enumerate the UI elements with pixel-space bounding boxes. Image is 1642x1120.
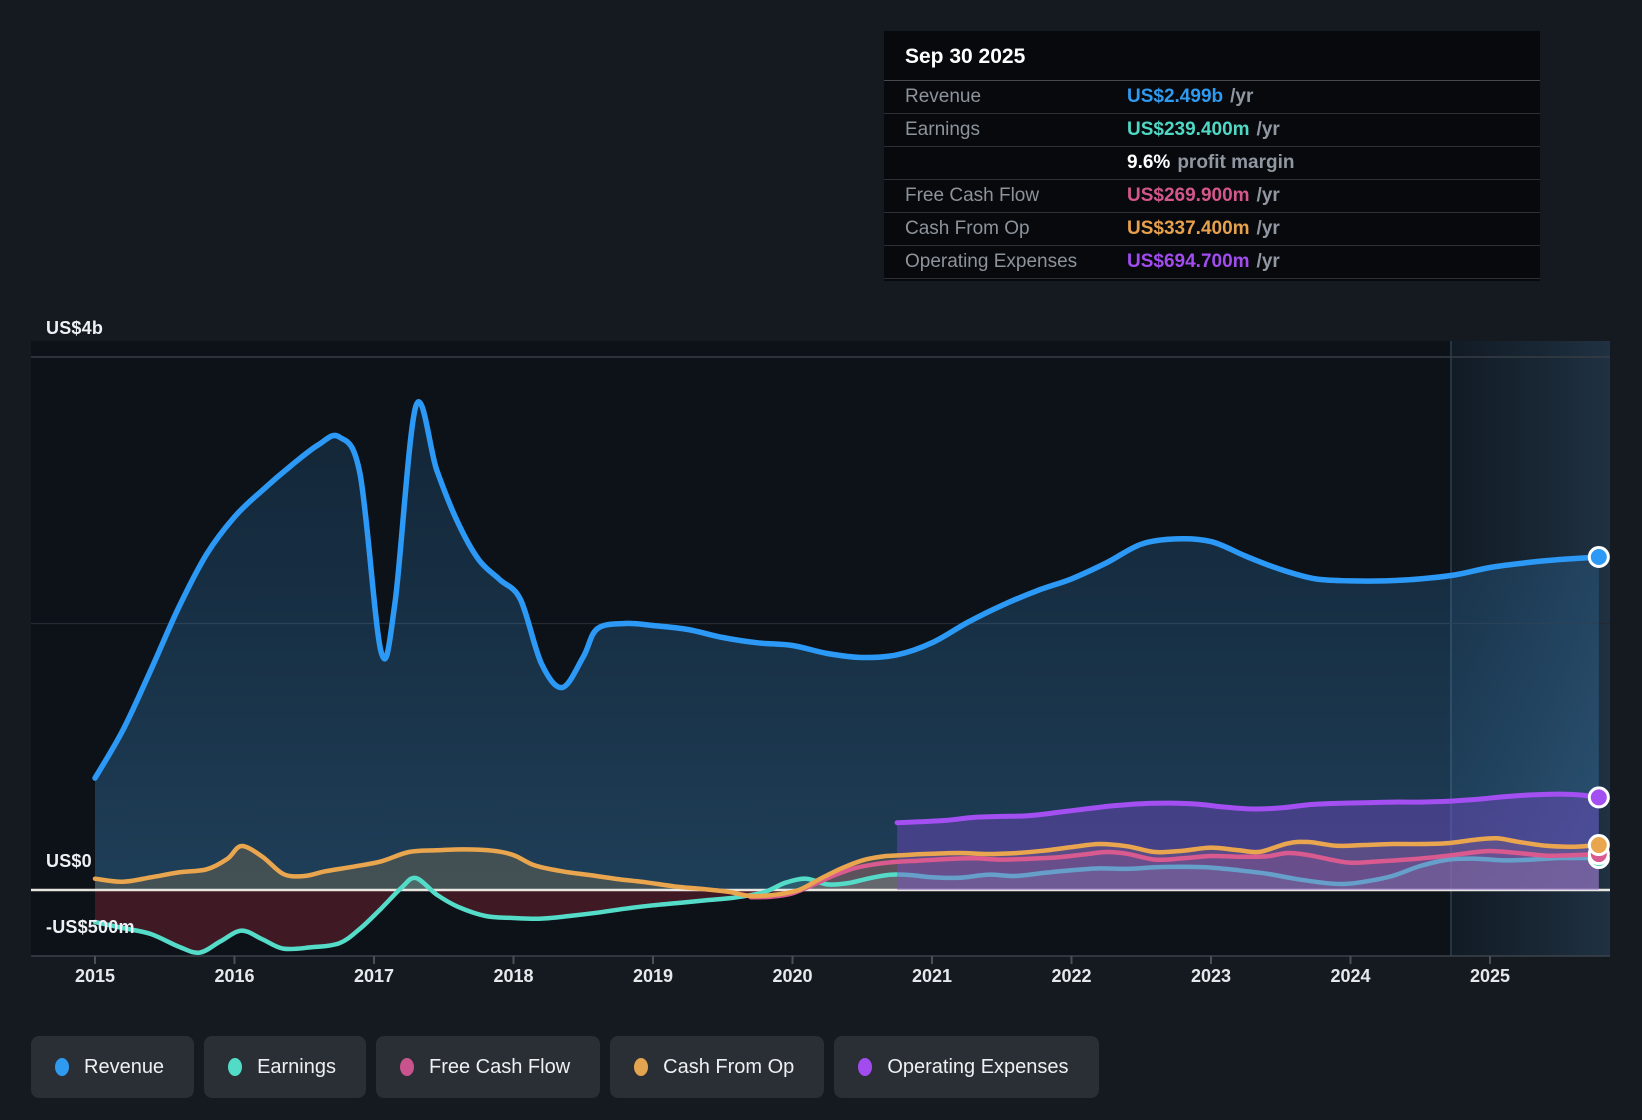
legend-item-earnings[interactable]: Earnings — [204, 1036, 366, 1098]
free-cash-flow-area-positive — [750, 851, 1599, 890]
x-axis-label-2023: 2023 — [1190, 966, 1232, 986]
legend-item-cash-from-op[interactable]: Cash From Op — [610, 1036, 825, 1098]
tooltip-row-suffix: /yr — [1256, 119, 1280, 140]
tooltip-bottom-divider — [884, 278, 1540, 279]
tooltip-date: Sep 30 2025 — [905, 45, 1026, 68]
x-axis-label-2021: 2021 — [911, 966, 953, 986]
legend-color-dot — [228, 1058, 243, 1076]
legend-item-operating-expenses[interactable]: Operating Expenses — [834, 1036, 1099, 1098]
legend-item-revenue[interactable]: Revenue — [31, 1036, 195, 1098]
tooltip-row-value: US$337.400m — [1127, 218, 1250, 239]
legend: Revenue Earnings Free Cash Flow Cash From O… — [31, 1036, 1099, 1098]
tooltip-row-suffix: /yr — [1256, 185, 1280, 206]
cash-from-op-end-marker[interactable] — [1587, 834, 1610, 857]
tooltip-row-value: US$239.400m — [1127, 119, 1250, 140]
tooltip-row-earnings: Earnings US$239.400m/yr — [884, 113, 1540, 146]
legend-item-label: Revenue — [84, 1055, 165, 1078]
legend-item-label: Cash From Op — [663, 1055, 795, 1078]
operating-expenses-line — [894, 791, 1602, 826]
free-cash-flow-line — [748, 848, 1602, 900]
x-axis-label-2019: 2019 — [632, 966, 674, 986]
tooltip-row-suffix: /yr — [1256, 251, 1280, 272]
tooltip-panel: Sep 30 2025 Revenue US$2.499b/yr Earnings U… — [884, 31, 1540, 281]
operating-expenses-end-marker[interactable] — [1587, 786, 1610, 809]
legend-color-dot — [400, 1058, 414, 1076]
tooltip-row-suffix: profit margin — [1177, 152, 1295, 173]
y-axis-label-us-4b: US$4b — [46, 318, 104, 338]
earnings-area-positive — [95, 857, 1599, 890]
revenue-end-marker[interactable] — [1587, 546, 1610, 569]
x-axis-label-2018: 2018 — [493, 966, 534, 986]
x-axis-label-2024: 2024 — [1330, 966, 1371, 986]
tooltip-rows: Revenue US$2.499b/yr Earnings US$239.400m/y… — [884, 80, 1540, 278]
legend-item-label: Earnings — [257, 1055, 336, 1078]
tooltip-row-label: Revenue — [905, 86, 982, 107]
tooltip-row-label: Free Cash Flow — [905, 185, 1040, 206]
tooltip-row-suffix: /yr — [1230, 86, 1254, 107]
earnings-area-negative — [95, 890, 1599, 953]
x-axis-label-2017: 2017 — [353, 966, 395, 986]
tooltip-row-operating-expenses: Operating Expenses US$694.700m/yr — [884, 245, 1540, 278]
legend-color-dot — [858, 1058, 873, 1076]
tooltip-row-value: US$694.700m — [1127, 251, 1250, 272]
legend-item-label: Free Cash Flow — [429, 1055, 571, 1078]
tooltip-row-label: Earnings — [905, 119, 980, 140]
tooltip-row-label: Operating Expenses — [905, 251, 1078, 272]
y-axis-label-us-0: US$0 — [46, 851, 92, 871]
x-axis-label-2022: 2022 — [1051, 966, 1092, 986]
x-axis-label-2016: 2016 — [214, 966, 255, 986]
y-axis-label-us-500m: -US$500m — [46, 917, 135, 937]
tooltip-row-suffix: /yr — [1256, 218, 1280, 239]
legend-color-dot — [55, 1058, 69, 1076]
revenue-line — [92, 399, 1602, 781]
x-axis-label-2015: 2015 — [74, 966, 116, 986]
tooltip-row-label: Cash From Op — [905, 218, 1030, 239]
x-axis-label-2020: 2020 — [772, 966, 813, 986]
legend-item-free-cash-flow[interactable]: Free Cash Flow — [376, 1036, 601, 1098]
legend-item-label: Operating Expenses — [887, 1055, 1069, 1078]
revenue-area — [95, 401, 1599, 890]
tooltip-row-profit-margin: 9.6% profit margin — [884, 146, 1540, 179]
x-axis-label-2025: 2025 — [1469, 966, 1511, 986]
tooltip-row-value: US$269.900m — [1127, 185, 1250, 206]
tooltip-row-free-cash-flow: Free Cash Flow US$269.900m/yr — [884, 179, 1540, 212]
legend-color-dot — [634, 1058, 649, 1076]
operating-expenses-area — [897, 794, 1599, 890]
cash-from-op-line — [92, 835, 1602, 899]
tooltip-row-revenue: Revenue US$2.499b/yr — [884, 80, 1540, 113]
tooltip-row-value: US$2.499b — [1127, 86, 1224, 107]
tooltip-row-cash-from-op: Cash From Op US$337.400m/yr — [884, 212, 1540, 245]
tooltip-row-value: 9.6% — [1127, 152, 1171, 173]
